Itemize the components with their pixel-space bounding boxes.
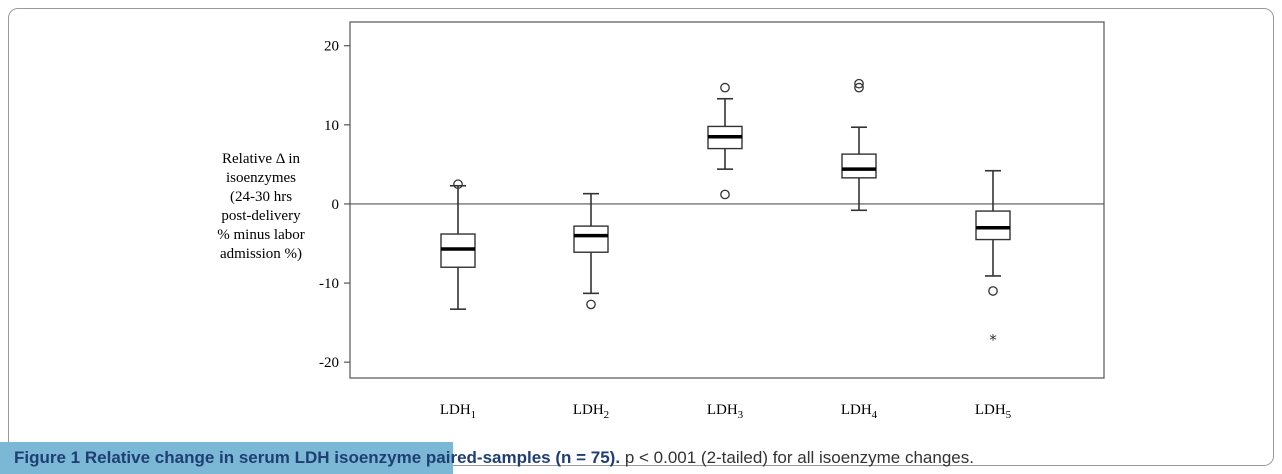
x-category-label: LDH2 (573, 402, 609, 421)
y-tick-label: 10 (324, 118, 339, 134)
x-category-label: LDH1 (440, 402, 476, 421)
outlier-point (989, 287, 997, 295)
x-category-label: LDH4 (841, 402, 878, 421)
x-category-label: LDH3 (707, 402, 744, 421)
figure-title: Relative change in serum LDH isoenzyme p… (85, 448, 620, 467)
y-tick-label: 20 (324, 39, 339, 55)
box-iqr (976, 211, 1010, 239)
box-iqr (842, 154, 876, 178)
outlier-point (721, 83, 729, 91)
plot-area-frame (350, 22, 1104, 378)
box-iqr (574, 226, 608, 252)
outlier-point (587, 300, 595, 308)
y-tick-label: 0 (332, 197, 340, 213)
figure-caption: Figure 1 Relative change in serum LDH is… (0, 442, 1282, 474)
y-tick-label: -10 (319, 276, 339, 292)
y-tick-label: -20 (319, 355, 339, 371)
outlier-point (721, 190, 729, 198)
x-category-label: LDH5 (975, 402, 1012, 421)
figure-note: p < 0.001 (2-tailed) for all isoenzyme c… (625, 448, 974, 467)
extreme-point: * (989, 331, 997, 349)
figure-label: Figure 1 (14, 448, 80, 467)
